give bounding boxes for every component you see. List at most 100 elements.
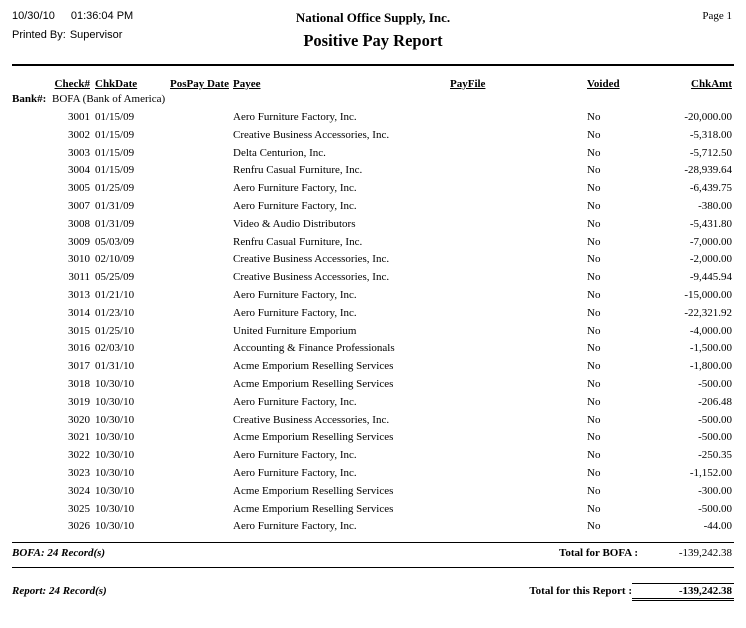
table-row: 3014 01/23/10 Aero Furniture Factory, In… [12, 305, 734, 323]
print-date: 10/30/10 [12, 10, 55, 22]
report-total-rule [12, 567, 734, 569]
chk-amount-cell: -9,445.94 [689, 271, 732, 284]
pospay-date-cell [170, 109, 233, 127]
payee-cell: Accounting & Finance Professionals [233, 342, 395, 355]
voided-cell: No [587, 413, 601, 426]
voided-cell: No [587, 377, 601, 390]
chk-date-cell: 01/31/09 [95, 199, 135, 212]
pospay-date-cell [170, 305, 233, 323]
check-number-cell: 3001 [68, 111, 90, 123]
chk-date-cell: 10/30/10 [95, 431, 135, 444]
printed-by-label: Printed By: [12, 29, 66, 41]
chk-amount-cell: -380.00 [698, 199, 732, 212]
table-row: 3009 05/03/09 Renfru Casual Furniture, I… [12, 234, 734, 252]
column-header-chkamt: ChkAmt [691, 78, 732, 90]
check-number-cell: 3015 [68, 324, 90, 337]
pospay-date-cell [170, 216, 233, 234]
table-row: 3002 01/15/09 Creative Business Accessor… [12, 127, 734, 145]
chk-date-cell: 10/30/10 [95, 502, 135, 515]
chk-amount-cell: -15,000.00 [684, 288, 732, 301]
payfile-cell [450, 198, 587, 216]
chk-amount-cell: -2,000.00 [689, 253, 732, 266]
header-rule [12, 64, 734, 66]
report-title: Positive Pay Report [303, 31, 443, 50]
chk-amount-cell: -4,000.00 [689, 324, 732, 337]
payfile-cell [450, 145, 587, 163]
check-number-cell: 3021 [68, 431, 90, 444]
pospay-date-cell [170, 198, 233, 216]
pospay-date-cell [170, 180, 233, 198]
check-number-cell: 3004 [68, 164, 90, 177]
table-row: 3004 01/15/09 Renfru Casual Furniture, I… [12, 162, 734, 180]
table-row: 3007 01/31/09 Aero Furniture Factory, In… [12, 198, 734, 216]
chk-amount-cell: -500.00 [698, 502, 732, 515]
voided-cell: No [587, 146, 601, 159]
bank-total-amount: -139,242.38 [678, 547, 732, 560]
table-row: 3001 01/15/09 Aero Furniture Factory, In… [12, 109, 734, 127]
table-row: 3018 10/30/10 Acme Emporium Reselling Se… [12, 376, 734, 394]
payee-cell: Video & Audio Distributors [233, 217, 356, 230]
voided-cell: No [587, 128, 601, 141]
bank-total-label: Total for BOFA : [559, 547, 638, 560]
pospay-date-cell [170, 376, 233, 394]
column-header-chkdate: ChkDate [95, 78, 138, 90]
payfile-cell [450, 412, 587, 430]
chk-date-cell: 01/15/09 [95, 111, 135, 123]
check-number-cell: 3008 [68, 217, 90, 230]
check-number-cell: 3019 [68, 395, 90, 408]
payfile-cell [450, 251, 587, 269]
chk-date-cell: 10/30/10 [95, 449, 135, 462]
check-number-cell: 3005 [68, 182, 90, 195]
printed-by-value: Supervisor [69, 29, 123, 41]
chk-amount-cell: -1,152.00 [689, 466, 732, 479]
payfile-cell [450, 465, 587, 483]
voided-cell: No [587, 111, 601, 123]
voided-cell: No [587, 182, 601, 195]
chk-amount-cell: -300.00 [698, 484, 732, 497]
chk-amount-cell: -5,712.50 [689, 146, 732, 159]
pospay-date-cell [170, 145, 233, 163]
chk-date-cell: 01/15/09 [95, 146, 135, 159]
check-number-cell: 3014 [68, 306, 90, 319]
chk-amount-cell: -5,431.80 [689, 217, 732, 230]
chk-amount-cell: -22,321.92 [684, 306, 732, 319]
report-header: 10/30/10 01:36:04 PM Printed By: Supervi… [12, 10, 734, 51]
chk-amount-cell: -206.48 [698, 395, 732, 408]
voided-cell: No [587, 360, 601, 373]
report-total-row: Report: 24 Record(s) Total for this Repo… [12, 583, 734, 602]
payfile-cell [450, 180, 587, 198]
table-row: 3016 02/03/10 Accounting & Finance Profe… [12, 340, 734, 358]
chk-date-cell: 10/30/10 [95, 395, 135, 408]
table-row: 3010 02/10/09 Creative Business Accessor… [12, 251, 734, 269]
check-number-cell: 3026 [68, 520, 90, 533]
pospay-date-cell [170, 269, 233, 287]
chk-date-cell: 10/30/10 [95, 377, 135, 390]
header-center-block: National Office Supply, Inc. Positive Pa… [197, 10, 549, 51]
payee-cell: Acme Emporium Reselling Services [233, 377, 394, 390]
check-number-cell: 3011 [68, 271, 90, 284]
chk-amount-cell: -44.00 [703, 520, 732, 533]
table-row: 3017 01/31/10 Acme Emporium Reselling Se… [12, 358, 734, 376]
chk-amount-cell: -1,500.00 [689, 342, 732, 355]
chk-date-cell: 10/30/10 [95, 466, 135, 479]
pospay-date-cell [170, 465, 233, 483]
column-header-payee: Payee [233, 78, 261, 90]
payee-cell: Acme Emporium Reselling Services [233, 484, 394, 497]
check-number-cell: 3009 [68, 235, 90, 248]
pospay-date-cell [170, 518, 233, 536]
table-row: 3008 01/31/09 Video & Audio Distributors… [12, 216, 734, 234]
group-total-rule [12, 542, 734, 544]
payfile-cell [450, 376, 587, 394]
company-name: National Office Supply, Inc. [295, 10, 451, 25]
header-left-block: 10/30/10 01:36:04 PM Printed By: Supervi… [12, 10, 197, 41]
payee-cell: Aero Furniture Factory, Inc. [233, 395, 357, 408]
payee-cell: Aero Furniture Factory, Inc. [233, 199, 357, 212]
payee-cell: United Furniture Emporium [233, 324, 357, 337]
check-number-cell: 3010 [68, 253, 90, 266]
payee-cell: Delta Centurion, Inc. [233, 146, 326, 159]
voided-cell: No [587, 324, 601, 337]
chk-amount-cell: -250.35 [698, 449, 732, 462]
report-record-count: Report: 24 Record(s) [12, 585, 107, 598]
payfile-cell [450, 305, 587, 323]
